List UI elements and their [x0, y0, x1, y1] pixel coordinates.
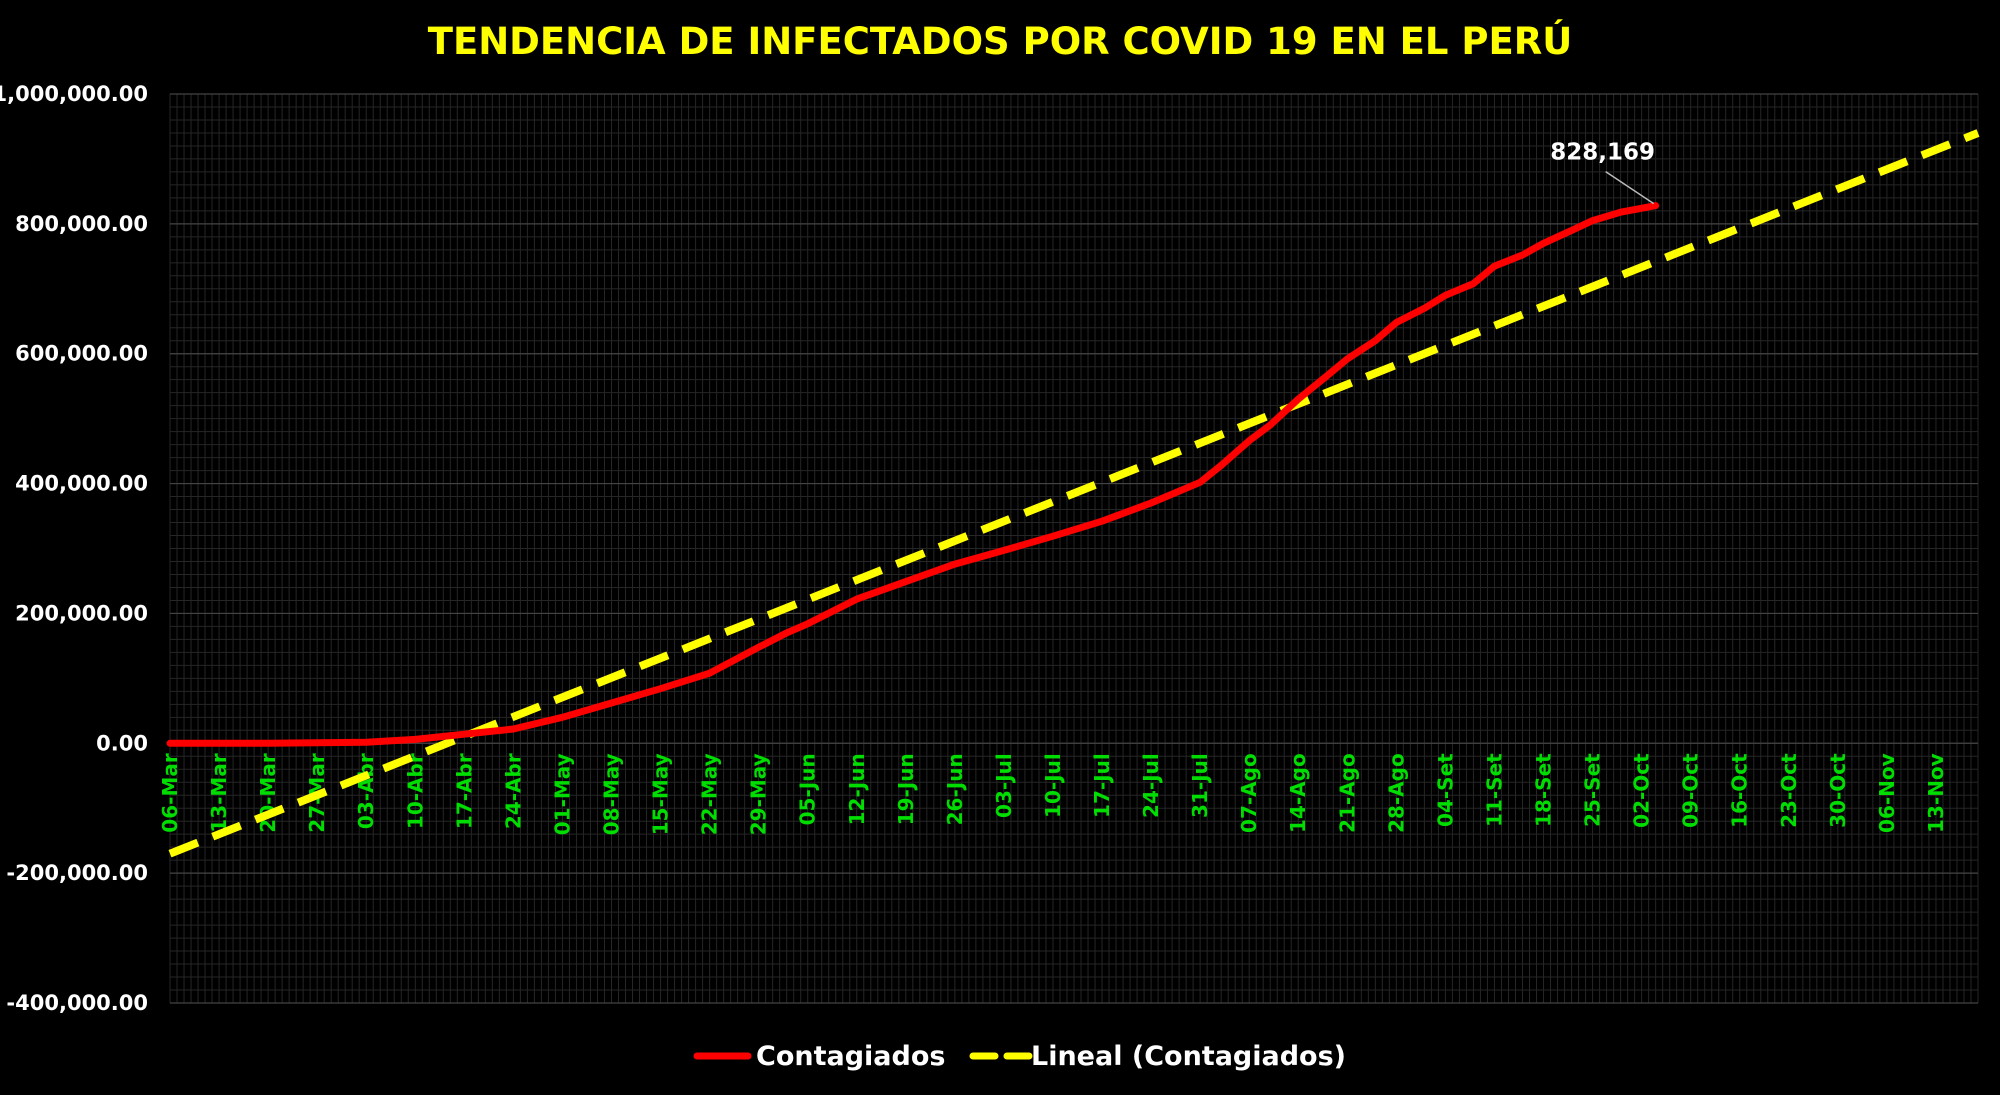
- y-tick-label: 400,000.00: [15, 472, 148, 496]
- x-tick-label: 05-Jun: [796, 753, 820, 825]
- x-tick-label: 17-Abr: [452, 753, 476, 829]
- major-grid: [170, 93, 1978, 1004]
- x-tick-label: 22-May: [698, 753, 722, 835]
- legend: Contagiados Lineal (Contagiados): [693, 1041, 1346, 1072]
- annotation-layer: 828,169: [1550, 140, 1655, 205]
- series-line-contagiados: [166, 202, 1660, 747]
- x-tick-label: 28-Ago: [1384, 753, 1408, 833]
- series-layer: [166, 129, 1980, 858]
- x-tick-label: 13-Nov: [1924, 753, 1948, 833]
- x-tick-label: 25-Set: [1581, 753, 1605, 827]
- x-tick-label: 15-May: [649, 753, 673, 835]
- y-tick-label: 800,000.00: [15, 212, 148, 236]
- annotation-leader-line: [1605, 170, 1655, 205]
- x-tick-label: 06-Mar: [158, 753, 182, 833]
- x-tick-label: 19-Jun: [894, 753, 918, 825]
- x-tick-label: 18-Set: [1532, 753, 1556, 827]
- y-tick-label: -200,000.00: [6, 861, 148, 885]
- chart-title: TENDENCIA DE INFECTADOS POR COVID 19 EN …: [428, 19, 1573, 63]
- x-tick-label: 02-Oct: [1630, 753, 1654, 828]
- x-tick-label: 10-Abr: [403, 753, 427, 829]
- x-tick-label: 11-Set: [1482, 753, 1506, 827]
- x-tick-label: 21-Ago: [1335, 753, 1359, 833]
- x-tick-label: 08-May: [599, 753, 623, 835]
- x-tick-label: 24-Abr: [501, 753, 525, 829]
- x-tick-label: 07-Ago: [1237, 753, 1261, 833]
- x-tick-label: 23-Oct: [1777, 753, 1801, 828]
- y-axis-ticks: -400,000.00 -200,000.00 0.00 200,000.00 400,…: [0, 82, 148, 1015]
- y-tick-label: 200,000.00: [15, 601, 148, 625]
- x-tick-label: 03-Jul: [992, 753, 1016, 818]
- x-tick-label: 26-Jun: [943, 753, 967, 825]
- x-tick-label: 06-Nov: [1875, 753, 1899, 833]
- x-tick-label: 24-Jul: [1139, 753, 1163, 818]
- y-tick-label: 600,000.00: [15, 342, 148, 366]
- x-tick-label: 14-Ago: [1286, 753, 1310, 833]
- x-tick-label: 01-May: [550, 753, 574, 835]
- x-tick-label: 29-May: [747, 753, 771, 835]
- y-tick-label: 0.00: [96, 731, 148, 755]
- x-tick-label: 30-Oct: [1826, 753, 1850, 828]
- x-tick-label: 31-Jul: [1188, 753, 1212, 818]
- x-tick-label: 04-Set: [1433, 753, 1457, 827]
- annotation-label: 828,169: [1550, 140, 1655, 166]
- x-tick-label: 10-Jul: [1041, 753, 1065, 818]
- y-tick-label: 1,000,000.00: [0, 82, 148, 106]
- x-tick-label: 03-Abr: [354, 753, 378, 829]
- x-tick-label: 16-Oct: [1728, 753, 1752, 828]
- y-tick-label: -400,000.00: [6, 991, 148, 1015]
- x-tick-label: 12-Jun: [845, 753, 869, 825]
- legend-label-contagiados: Contagiados: [756, 1041, 945, 1072]
- legend-label-lineal: Lineal (Contagiados): [1031, 1041, 1346, 1072]
- x-tick-label: 13-Mar: [207, 753, 231, 833]
- x-tick-label: 17-Jul: [1090, 753, 1114, 818]
- x-tick-label: 09-Oct: [1679, 753, 1703, 828]
- x-axis-ticks: 06-Mar 13-Mar 20-Mar 27-Mar 03-Abr 10-Abr 17-A…: [158, 753, 1948, 835]
